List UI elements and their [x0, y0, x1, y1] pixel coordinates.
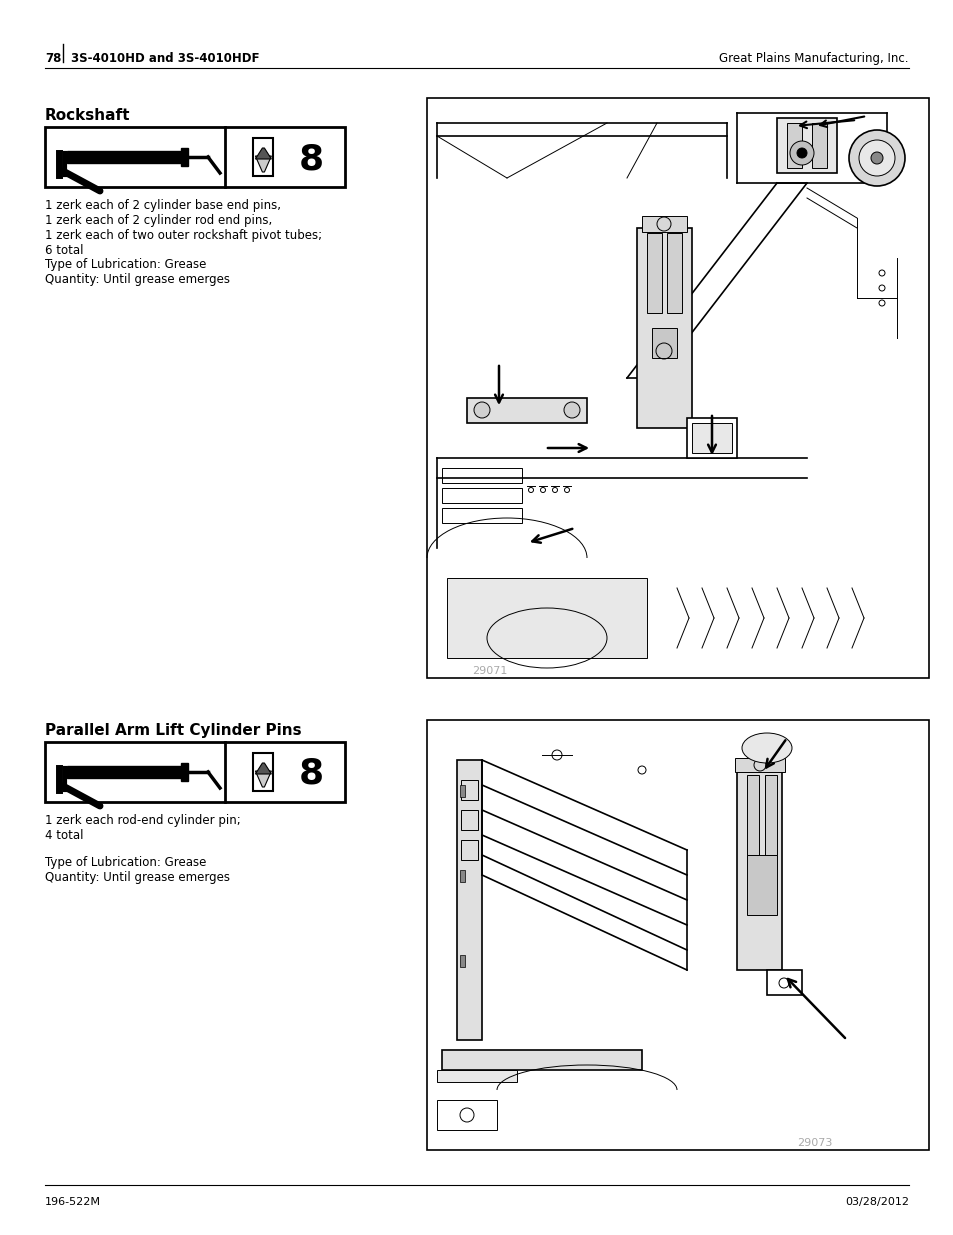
Circle shape [789, 141, 813, 165]
Bar [67, 151, 181, 163]
Ellipse shape [741, 734, 791, 763]
Polygon shape [255, 156, 271, 172]
Bar [691, 424, 731, 453]
Bar [427, 98, 928, 678]
Text: 1 zerk each of 2 cylinder base end pins,: 1 zerk each of 2 cylinder base end pins, [45, 199, 281, 212]
Bar [427, 720, 928, 1150]
Bar [666, 233, 681, 312]
Bar [460, 810, 477, 830]
Text: Quantity: Until grease emerges: Quantity: Until grease emerges [45, 871, 230, 884]
Text: Type of Lubrication: Grease: Type of Lubrication: Grease [45, 258, 206, 270]
Bar [737, 769, 781, 969]
Bar [436, 1100, 497, 1130]
Bar [441, 488, 521, 503]
Bar [441, 468, 521, 483]
Bar [766, 969, 801, 995]
Text: Type of Lubrication: Grease: Type of Lubrication: Grease [45, 856, 206, 869]
Bar [646, 233, 661, 312]
Text: 8: 8 [298, 142, 324, 177]
Bar [441, 508, 521, 522]
Text: Great Plains Manufacturing, Inc.: Great Plains Manufacturing, Inc. [719, 52, 908, 65]
Bar [45, 742, 345, 802]
Bar [460, 781, 477, 800]
Circle shape [796, 148, 806, 158]
Bar [764, 776, 776, 855]
Text: 78: 78 [45, 52, 61, 65]
Bar [253, 138, 274, 177]
Polygon shape [255, 148, 271, 159]
Bar [45, 127, 345, 186]
Bar [441, 1050, 641, 1070]
Bar [637, 228, 691, 429]
Bar [459, 785, 464, 797]
Bar [181, 763, 188, 781]
Text: 1 zerk each rod-end cylinder pin;: 1 zerk each rod-end cylinder pin; [45, 814, 240, 827]
Bar [467, 398, 586, 424]
Bar [811, 124, 826, 168]
Circle shape [848, 130, 904, 186]
Text: Quantity: Until grease emerges: Quantity: Until grease emerges [45, 273, 230, 287]
Text: 29071: 29071 [472, 666, 507, 676]
Bar [460, 840, 477, 860]
Text: 1 zerk each of 2 cylinder rod end pins,: 1 zerk each of 2 cylinder rod end pins, [45, 214, 272, 227]
Bar [436, 1070, 517, 1082]
Polygon shape [255, 763, 271, 774]
Text: 1 zerk each of two outer rockshaft pivot tubes;: 1 zerk each of two outer rockshaft pivot… [45, 228, 322, 242]
Text: 196-522M: 196-522M [45, 1197, 101, 1207]
Bar [686, 417, 737, 458]
Text: Rockshaft: Rockshaft [45, 107, 131, 124]
Text: 3S-4010HD and 3S-4010HDF: 3S-4010HD and 3S-4010HDF [71, 52, 259, 65]
Text: 03/28/2012: 03/28/2012 [844, 1197, 908, 1207]
Bar [67, 766, 181, 778]
Text: 6 total: 6 total [45, 245, 84, 257]
Bar [447, 578, 646, 658]
Polygon shape [255, 771, 271, 787]
Bar [253, 753, 274, 790]
Bar [786, 124, 801, 168]
Bar [456, 760, 481, 1040]
Text: Parallel Arm Lift Cylinder Pins: Parallel Arm Lift Cylinder Pins [45, 722, 301, 739]
Bar [776, 119, 836, 173]
Circle shape [474, 403, 490, 417]
Text: 8: 8 [298, 757, 324, 790]
Bar [641, 216, 686, 232]
Bar [181, 148, 188, 165]
Circle shape [870, 152, 882, 164]
Bar [734, 758, 784, 772]
Bar [746, 776, 759, 855]
Text: 29073: 29073 [796, 1137, 832, 1149]
Bar [459, 955, 464, 967]
Circle shape [563, 403, 579, 417]
Bar [651, 329, 677, 358]
Text: 4 total: 4 total [45, 829, 84, 842]
Bar [746, 855, 776, 915]
Circle shape [858, 140, 894, 177]
Bar [459, 869, 464, 882]
